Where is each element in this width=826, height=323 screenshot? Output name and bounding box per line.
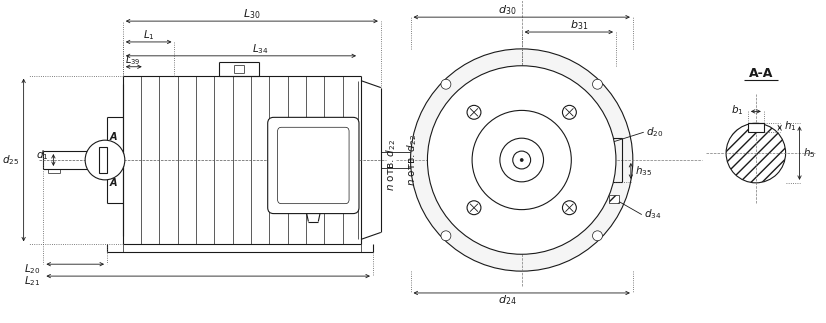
Text: $L_1$: $L_1$	[143, 28, 154, 42]
Text: $d_{25}$: $d_{25}$	[2, 153, 19, 167]
Text: $L_{21}$: $L_{21}$	[24, 274, 40, 288]
Circle shape	[467, 105, 481, 119]
Text: $L_{20}$: $L_{20}$	[24, 262, 40, 276]
Circle shape	[513, 151, 530, 169]
Circle shape	[467, 201, 481, 215]
Text: $L_{34}$: $L_{34}$	[253, 42, 269, 56]
Circle shape	[500, 138, 544, 182]
Bar	[748, 123, 764, 132]
Circle shape	[520, 159, 523, 162]
FancyBboxPatch shape	[268, 117, 359, 214]
Text: A: A	[109, 132, 116, 142]
Text: $n$ отв. $d_{22}$: $n$ отв. $d_{22}$	[406, 134, 420, 186]
Text: $b_1$: $b_1$	[731, 103, 744, 117]
Polygon shape	[609, 195, 619, 203]
Circle shape	[441, 79, 451, 89]
Text: A: A	[109, 178, 116, 188]
Text: $L_{39}$: $L_{39}$	[125, 53, 140, 67]
Text: A-A: A-A	[748, 67, 773, 80]
Text: $d_{34}$: $d_{34}$	[643, 208, 661, 222]
Circle shape	[441, 231, 451, 241]
Text: $h_{35}$: $h_{35}$	[635, 164, 652, 178]
Circle shape	[563, 201, 577, 215]
Circle shape	[472, 110, 572, 210]
Text: $d_{24}$: $d_{24}$	[497, 293, 516, 307]
Text: $h_5$: $h_5$	[804, 146, 816, 160]
Text: $L_{30}$: $L_{30}$	[243, 7, 260, 21]
Circle shape	[427, 66, 616, 254]
Bar	[99, 147, 107, 173]
Text: $d_1$: $d_1$	[36, 148, 49, 162]
Circle shape	[411, 49, 633, 271]
Circle shape	[592, 231, 602, 241]
Text: $b_{31}$: $b_{31}$	[570, 18, 588, 32]
Circle shape	[85, 140, 125, 180]
Circle shape	[726, 123, 786, 183]
Text: $d_{30}$: $d_{30}$	[497, 3, 516, 17]
Circle shape	[563, 105, 577, 119]
FancyBboxPatch shape	[278, 127, 349, 204]
Text: $n$ отв. $d_{22}$: $n$ отв. $d_{22}$	[384, 139, 397, 191]
Text: $d_{20}$: $d_{20}$	[646, 125, 663, 139]
Circle shape	[592, 79, 602, 89]
Text: $h_1$: $h_1$	[784, 119, 796, 133]
